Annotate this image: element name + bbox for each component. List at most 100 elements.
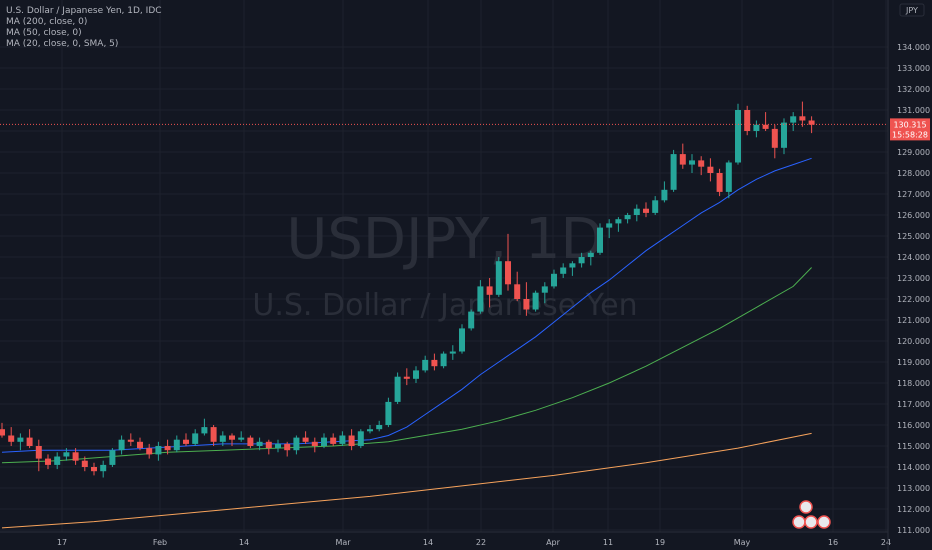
candle-body [45,458,51,465]
candle [679,143,686,169]
legend-ma200[interactable]: MA (200, close, 0) [6,17,88,27]
candle [376,420,383,432]
candle-body [339,435,346,444]
candle-body [376,425,383,430]
candle-body [26,437,33,446]
legend-ma20[interactable]: MA (20, close, 0, SMA, 5) [6,39,119,49]
legend-symbol[interactable]: U.S. Dollar / Japanese Yen, 1D, IDC [6,6,162,16]
candle [210,425,217,446]
candle [63,448,70,461]
candle-body [302,437,309,442]
candle [578,252,585,268]
candle-body [449,351,456,354]
y-tick-label: 121.000 [897,316,930,325]
candle-body [201,427,208,434]
y-tick-label: 115.000 [897,442,930,451]
candle-body [569,263,576,268]
candle [560,263,567,278]
candle-body [771,128,778,148]
candle-body [109,450,116,465]
y-tick-label: 117.000 [897,400,930,409]
candle-body [505,261,511,285]
candle [495,257,502,297]
event-flag-icon [792,515,806,529]
candle-body [459,328,465,352]
candle-body [238,437,245,440]
candle [54,452,61,470]
candle [284,441,291,457]
candle-body [523,299,530,310]
candle [670,149,677,192]
candle [330,433,337,446]
candle [367,425,373,434]
candle [229,433,235,446]
candle [422,355,429,373]
candle-body [183,439,189,444]
candle-body [744,110,751,131]
candle [698,156,705,176]
candle-body [293,437,300,451]
x-tick-label: 22 [476,538,486,547]
candle-body [100,464,107,472]
legend-ma50[interactable]: MA (50, close, 0) [6,28,82,38]
candle-body [265,441,272,449]
candle-body [652,200,659,213]
candle-body [597,227,603,253]
candle [35,439,42,472]
candle [735,103,741,165]
candle [127,433,134,446]
candle-body [192,433,199,444]
candle-body [229,435,235,440]
candle [707,158,714,182]
candle-body [735,110,741,163]
candle [8,427,15,446]
candle [321,433,327,449]
candle [302,431,309,444]
candle-body [219,435,226,442]
candle [771,124,778,159]
event-markers[interactable] [792,500,831,529]
candle [81,456,88,472]
candle [403,368,410,386]
candle [449,345,456,360]
candle [725,160,732,199]
candle-body [403,376,410,379]
candle-body [615,219,622,224]
event-flag-icon [804,515,818,529]
candle [505,233,511,291]
currency-badge [899,3,925,17]
candle [551,269,557,289]
watermark-symbol: USDJPY, 1D [286,207,603,272]
candle [164,439,171,455]
x-tick-label: 19 [655,538,665,547]
candle-body [275,443,281,449]
candle-body [486,286,493,295]
candle-body [689,160,695,165]
x-tick-label: 14 [239,538,249,547]
candle [247,435,254,449]
y-tick-label: 111.000 [897,526,930,535]
candle-body [127,439,134,442]
candle-body [578,257,585,264]
candle-body [587,252,594,257]
candle [17,433,24,451]
candle-body [762,124,769,129]
candle [137,437,143,451]
last-price-badge [890,118,930,141]
candle [477,280,484,314]
candle-body [716,173,723,192]
candle-body [321,437,327,446]
candle-body [707,166,714,173]
candle [91,462,97,476]
candle [799,101,806,127]
x-tick-label: Feb [153,538,167,547]
candle [459,324,465,354]
candle [652,196,659,215]
candle-body [698,160,705,167]
candle-body [477,286,484,312]
candle [100,460,107,478]
last-price-label: 130.315 [893,120,926,129]
y-tick-label: 123.000 [897,274,930,283]
